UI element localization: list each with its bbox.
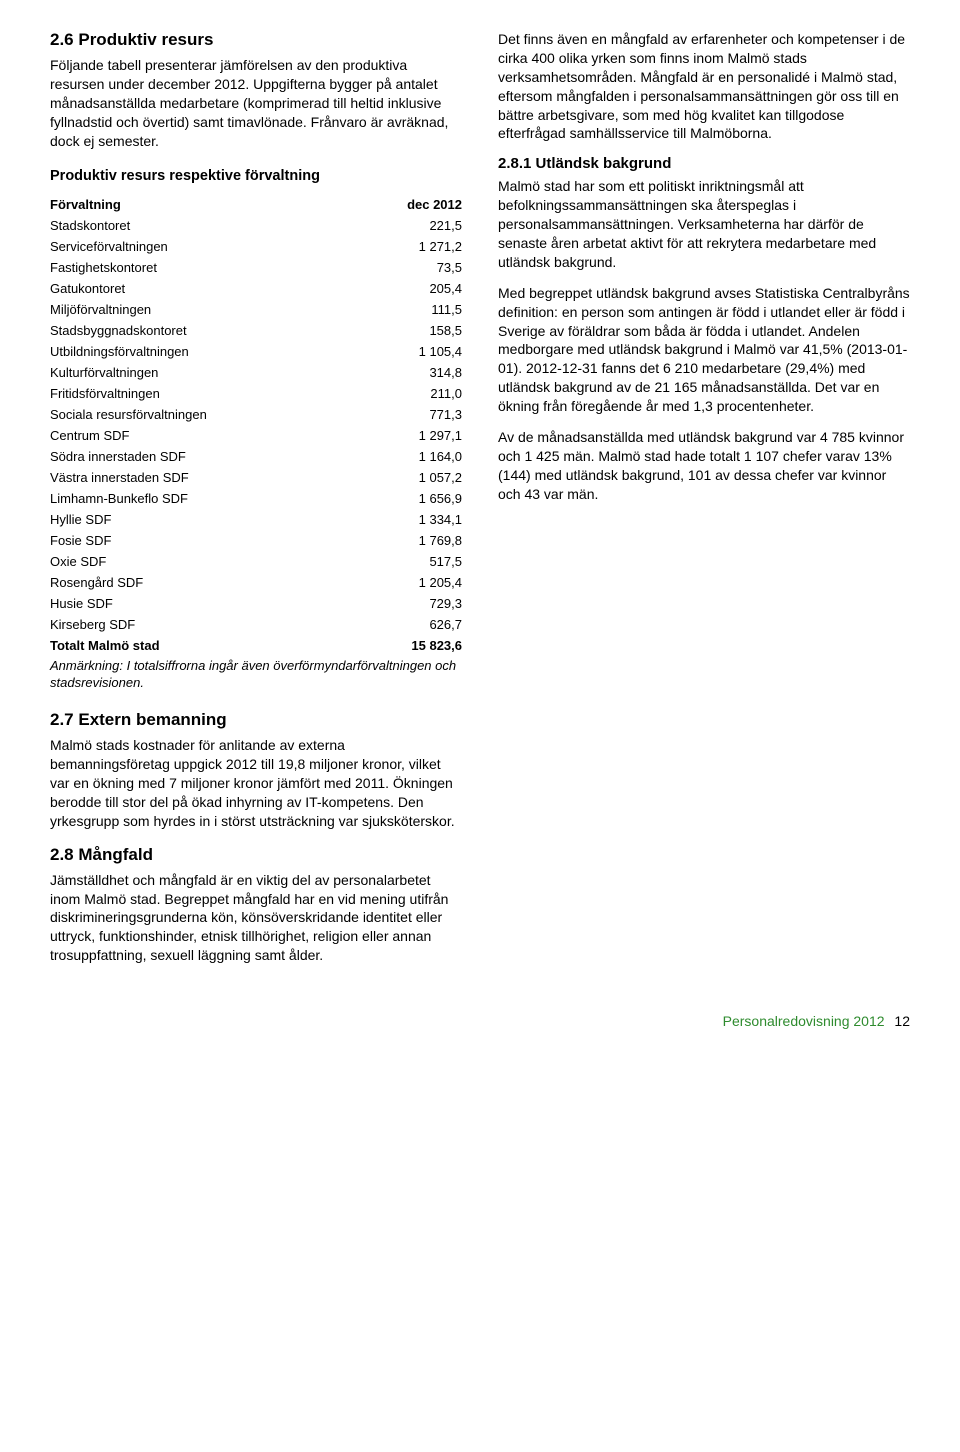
table-title: Produktiv resurs respektive förvaltning (50, 168, 462, 184)
table-row: Hyllie SDF1 334,1 (50, 509, 462, 530)
table-cell-value: 221,5 (355, 215, 462, 236)
table-cell-value: 1 057,2 (355, 467, 462, 488)
table-cell-name: Södra innerstaden SDF (50, 446, 355, 467)
table-row: Serviceförvaltningen1 271,2 (50, 236, 462, 257)
table-row: Miljöförvaltningen111,5 (50, 299, 462, 320)
table-row: Stadsbyggnadskontoret158,5 (50, 320, 462, 341)
table-cell-value: 158,5 (355, 320, 462, 341)
table-row: Centrum SDF1 297,1 (50, 425, 462, 446)
table-row: Södra innerstaden SDF1 164,0 (50, 446, 462, 467)
table-header: dec 2012 (355, 194, 462, 215)
table-cell-name: Serviceförvaltningen (50, 236, 355, 257)
table-row: Kirseberg SDF626,7 (50, 614, 462, 635)
page-number: 12 (894, 1013, 910, 1029)
table-row: Västra innerstaden SDF1 057,2 (50, 467, 462, 488)
table-row: Sociala resursförvaltningen771,3 (50, 404, 462, 425)
table-row: Fritidsförvaltningen211,0 (50, 383, 462, 404)
table-cell-name: Gatukontoret (50, 278, 355, 299)
paragraph: Av de månadsanställda med utländsk bakgr… (498, 428, 910, 504)
table-row: Stadskontoret221,5 (50, 215, 462, 236)
table-cell-name: Utbildningsförvaltningen (50, 341, 355, 362)
table-note: Anmärkning: I totalsiffrorna ingår även … (50, 658, 462, 692)
section-heading: 2.8 Mångfald (50, 845, 462, 865)
section-heading: 2.7 Extern bemanning (50, 710, 462, 730)
table-row: Kulturförvaltningen314,8 (50, 362, 462, 383)
table-cell-name: Fritidsförvaltningen (50, 383, 355, 404)
paragraph: Det finns även en mångfald av erfarenhet… (498, 30, 910, 143)
table-row: Limhamn-Bunkeflo SDF1 656,9 (50, 488, 462, 509)
table-cell-name: Miljöförvaltningen (50, 299, 355, 320)
table-row: Fastighetskontoret73,5 (50, 257, 462, 278)
table-cell-name: Fosie SDF (50, 530, 355, 551)
table-cell-value: 626,7 (355, 614, 462, 635)
table-cell-name: Husie SDF (50, 593, 355, 614)
table-cell-value: 73,5 (355, 257, 462, 278)
table-row: Oxie SDF517,5 (50, 551, 462, 572)
paragraph: Följande tabell presenterar jämförelsen … (50, 56, 462, 150)
table-total-value: 15 823,6 (355, 635, 462, 656)
table-cell-value: 205,4 (355, 278, 462, 299)
table-total-label: Totalt Malmö stad (50, 635, 355, 656)
table-cell-value: 1 656,9 (355, 488, 462, 509)
table-cell-value: 729,3 (355, 593, 462, 614)
table-cell-value: 1 334,1 (355, 509, 462, 530)
table-cell-value: 771,3 (355, 404, 462, 425)
table-cell-name: Oxie SDF (50, 551, 355, 572)
table-cell-value: 1 271,2 (355, 236, 462, 257)
table-cell-name: Limhamn-Bunkeflo SDF (50, 488, 355, 509)
table-cell-value: 111,5 (355, 299, 462, 320)
table-cell-name: Sociala resursförvaltningen (50, 404, 355, 425)
table-cell-value: 211,0 (355, 383, 462, 404)
table-row: Gatukontoret205,4 (50, 278, 462, 299)
table-cell-value: 1 297,1 (355, 425, 462, 446)
table-cell-value: 1 769,8 (355, 530, 462, 551)
table-cell-value: 314,8 (355, 362, 462, 383)
table-cell-name: Kulturförvaltningen (50, 362, 355, 383)
table-row: Utbildningsförvaltningen1 105,4 (50, 341, 462, 362)
page-footer: Personalredovisning 2012 12 (50, 1013, 910, 1029)
table-row: Husie SDF729,3 (50, 593, 462, 614)
table-cell-name: Rosengård SDF (50, 572, 355, 593)
table-cell-name: Centrum SDF (50, 425, 355, 446)
paragraph: Malmö stad har som ett politiskt inriktn… (498, 177, 910, 271)
table-row: Fosie SDF1 769,8 (50, 530, 462, 551)
table-cell-name: Stadskontoret (50, 215, 355, 236)
paragraph: Jämställdhet och mångfald är en viktig d… (50, 871, 462, 965)
section-heading: 2.6 Produktiv resurs (50, 30, 462, 50)
paragraph: Med begreppet utländsk bakgrund avses St… (498, 284, 910, 416)
paragraph: Malmö stads kostnader för anlitande av e… (50, 736, 462, 830)
table-cell-name: Kirseberg SDF (50, 614, 355, 635)
table-row: Rosengård SDF1 205,4 (50, 572, 462, 593)
table-cell-name: Fastighetskontoret (50, 257, 355, 278)
table-cell-name: Hyllie SDF (50, 509, 355, 530)
table-cell-name: Västra innerstaden SDF (50, 467, 355, 488)
table-cell-value: 1 205,4 (355, 572, 462, 593)
data-table: Förvaltning dec 2012 Stadskontoret221,5S… (50, 194, 462, 656)
table-header: Förvaltning (50, 194, 355, 215)
table-cell-name: Stadsbyggnadskontoret (50, 320, 355, 341)
footer-text: Personalredovisning 2012 (723, 1013, 885, 1029)
table-cell-value: 1 105,4 (355, 341, 462, 362)
table-cell-value: 1 164,0 (355, 446, 462, 467)
table-cell-value: 517,5 (355, 551, 462, 572)
subsection-heading: 2.8.1 Utländsk bakgrund (498, 155, 910, 172)
